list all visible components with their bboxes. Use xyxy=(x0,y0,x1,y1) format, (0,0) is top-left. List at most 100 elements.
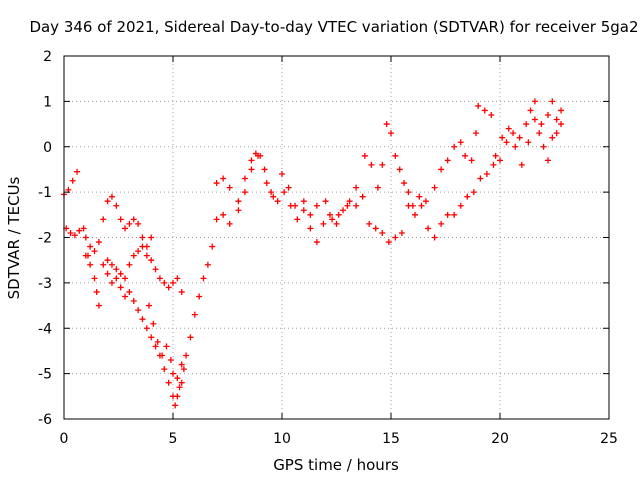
data-point xyxy=(425,225,432,232)
data-point xyxy=(481,107,488,114)
data-point xyxy=(126,261,133,268)
data-point xyxy=(490,161,497,168)
data-point xyxy=(135,307,142,314)
data-point xyxy=(344,202,351,209)
axis-ticks xyxy=(63,55,610,420)
data-point xyxy=(335,211,342,218)
data-point xyxy=(307,225,314,232)
data-point xyxy=(516,134,523,141)
data-point xyxy=(154,338,161,345)
data-point xyxy=(401,180,408,187)
data-point xyxy=(213,180,220,187)
data-point xyxy=(178,288,185,295)
data-point xyxy=(143,325,150,332)
data-point xyxy=(475,102,482,109)
data-point xyxy=(409,202,416,209)
series-5ga2-a xyxy=(61,107,565,409)
data-point xyxy=(241,189,248,196)
data-point xyxy=(196,293,203,300)
data-point xyxy=(108,193,115,200)
data-point xyxy=(422,198,429,205)
data-point xyxy=(510,130,517,137)
data-point xyxy=(180,366,187,373)
data-point xyxy=(523,121,530,128)
data-point xyxy=(451,211,458,218)
data-point xyxy=(457,202,464,209)
data-point xyxy=(549,134,556,141)
data-point xyxy=(307,211,314,218)
data-point xyxy=(76,227,83,234)
data-point xyxy=(261,166,268,173)
data-point xyxy=(204,261,211,268)
data-point xyxy=(444,157,451,164)
data-point xyxy=(156,275,163,282)
data-point xyxy=(488,111,495,118)
data-point xyxy=(438,220,445,227)
data-point xyxy=(438,166,445,173)
data-point xyxy=(549,98,556,105)
y-tick-label: -6 xyxy=(38,412,52,428)
data-point xyxy=(82,252,89,259)
data-point xyxy=(268,189,275,196)
data-point xyxy=(161,366,168,373)
data-point xyxy=(525,139,532,146)
data-point xyxy=(235,207,242,214)
x-tick-label: 20 xyxy=(491,431,509,447)
y-tick-label: 1 xyxy=(43,94,52,110)
data-point xyxy=(122,293,129,300)
data-point xyxy=(95,302,102,309)
chart-title: Day 346 of 2021, Sidereal Day-to-day VTE… xyxy=(29,18,638,36)
data-point xyxy=(87,261,94,268)
data-point xyxy=(346,198,353,205)
data-point xyxy=(71,232,78,239)
data-point xyxy=(553,130,560,137)
data-point xyxy=(122,275,129,282)
data-point xyxy=(329,216,336,223)
y-tick-label: -4 xyxy=(38,321,52,337)
data-point xyxy=(326,211,333,218)
data-point xyxy=(87,243,94,250)
data-point xyxy=(150,320,157,327)
data-point xyxy=(117,284,124,291)
data-point xyxy=(503,139,510,146)
data-point xyxy=(411,211,418,218)
data-point xyxy=(148,334,155,341)
data-point xyxy=(122,225,129,232)
data-point xyxy=(353,184,360,191)
data-point xyxy=(418,202,425,209)
data-point xyxy=(191,311,198,318)
data-point xyxy=(95,239,102,246)
data-point xyxy=(100,216,107,223)
data-point xyxy=(383,121,390,128)
data-point xyxy=(174,375,181,382)
data-point xyxy=(170,279,176,286)
data-point xyxy=(167,357,174,364)
data-point xyxy=(457,139,464,146)
grid xyxy=(64,56,609,419)
data-point xyxy=(300,207,307,214)
data-point xyxy=(163,343,170,350)
data-point xyxy=(464,193,471,200)
data-point xyxy=(174,393,181,400)
data-point xyxy=(518,161,525,168)
data-point xyxy=(431,234,438,241)
data-point xyxy=(113,275,120,282)
data-point xyxy=(165,284,172,291)
data-point xyxy=(544,157,551,164)
x-tick-label: 0 xyxy=(60,431,69,447)
data-point xyxy=(235,198,242,205)
data-point xyxy=(226,220,233,227)
data-point xyxy=(80,225,87,232)
data-point xyxy=(178,361,185,368)
data-point xyxy=(252,150,259,157)
data-point xyxy=(388,130,394,137)
data-point xyxy=(241,175,248,182)
y-tick-label: -2 xyxy=(38,231,52,247)
y-tick-label: -1 xyxy=(38,185,52,201)
x-tick-labels: 0 5 10 15 20 25 xyxy=(60,431,618,447)
data-point xyxy=(248,157,255,164)
data-point xyxy=(183,352,190,359)
data-point xyxy=(553,116,560,123)
data-point xyxy=(368,161,375,168)
data-point xyxy=(320,220,327,227)
